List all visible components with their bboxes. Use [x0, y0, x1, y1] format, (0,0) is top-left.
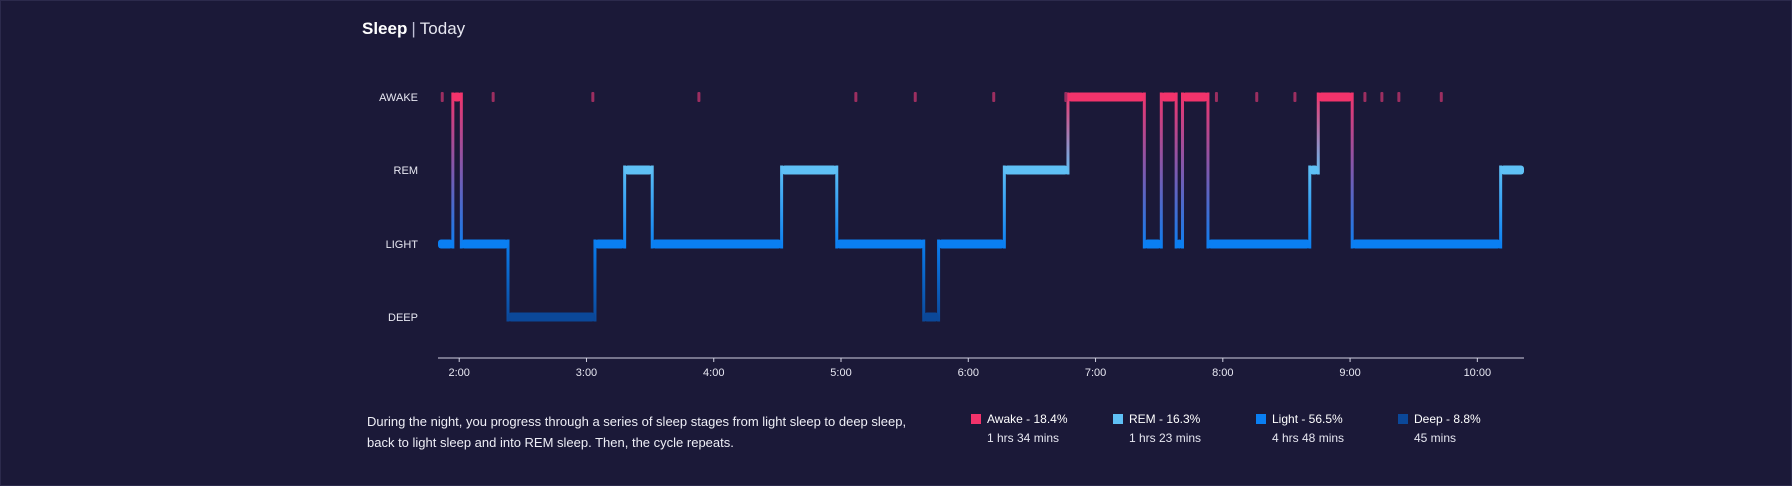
stage-transition — [1142, 92, 1146, 249]
brief-awakening-tick — [1214, 92, 1218, 102]
x-axis: 2:00 3:00 4:00 5:00 6:00 7:00 8:00 9:00 10:00 — [438, 357, 1524, 379]
segment-light — [1352, 239, 1501, 249]
segment-light — [1144, 239, 1162, 249]
stage-transition — [650, 165, 654, 249]
segment-deep — [507, 312, 595, 322]
stage-transition — [1350, 92, 1354, 249]
legend-swatch-light — [1256, 414, 1266, 424]
stage-transition — [1499, 165, 1503, 249]
legend-rem: REM - 16.3% 1 hrs 23 mins — [1113, 412, 1201, 445]
title-main: Sleep — [362, 19, 408, 38]
stage-transition — [506, 239, 510, 322]
brief-awakening-tick — [1380, 92, 1384, 102]
x-tick-label: 4:00 — [703, 367, 724, 379]
segment-light — [438, 239, 453, 249]
stage-transition — [459, 92, 463, 249]
brief-awakening-tick — [591, 92, 595, 102]
sleep-description: During the night, you progress through a… — [367, 414, 907, 450]
segment-awake — [1067, 92, 1145, 102]
x-tick-label: 5:00 — [830, 367, 851, 379]
sleep-stage-chart: AWAKE REM LIGHT DEEP 2:00 3:00 4:00 5:00 6:00 7:… — [379, 92, 1524, 379]
x-tick-label: 10:00 — [1464, 367, 1492, 379]
segment-rem — [624, 165, 653, 175]
stage-label-awake: AWAKE — [379, 92, 418, 104]
legend-duration-light: 4 hrs 48 mins — [1272, 431, 1345, 445]
segment-awake — [452, 92, 462, 102]
legend-swatch-rem — [1113, 414, 1123, 424]
segment-rem — [1500, 165, 1524, 175]
stage-transition — [593, 239, 597, 322]
page-title: Sleep | Today — [362, 19, 465, 39]
segment-awake — [1161, 92, 1177, 102]
segment-awake — [1182, 92, 1208, 102]
brief-awakening-tick — [440, 92, 444, 102]
title-subtitle: Today — [419, 19, 466, 38]
segment-light — [1207, 239, 1310, 249]
stage-transition — [780, 165, 784, 249]
brief-awakening-tick — [1293, 92, 1297, 102]
legend-duration-rem: 1 hrs 23 mins — [1129, 431, 1202, 445]
segment-light — [836, 239, 924, 249]
segment-rem — [1309, 165, 1319, 175]
stage-transition — [922, 239, 926, 322]
stage-transition — [1308, 165, 1312, 249]
brief-awakening-tick — [1064, 92, 1068, 102]
brief-awakening-tick — [697, 92, 701, 102]
stage-transition — [1174, 92, 1178, 249]
brief-awakening-tick — [854, 92, 858, 102]
segment-deep — [923, 312, 939, 322]
stage-transition — [1066, 92, 1070, 175]
brief-awakening-tick — [491, 92, 495, 102]
stage-label-rem: REM — [394, 165, 418, 177]
segment-light — [461, 239, 508, 249]
brief-awakening-tick — [1363, 92, 1367, 102]
segment-light — [594, 239, 625, 249]
awakening-ticks — [440, 92, 1443, 102]
stage-segments — [438, 92, 1524, 322]
legend-swatch-deep — [1398, 414, 1408, 424]
stage-transition — [1316, 92, 1320, 175]
stage-label-light: LIGHT — [386, 239, 419, 251]
stage-transition — [1002, 165, 1006, 249]
stage-label-deep: DEEP — [388, 312, 418, 324]
segment-light — [652, 239, 782, 249]
x-tick-label: 8:00 — [1212, 367, 1233, 379]
stage-transition — [1206, 92, 1210, 249]
stage-transition — [451, 92, 455, 249]
legend-duration-awake: 1 hrs 34 mins — [987, 431, 1060, 445]
segment-light — [1176, 239, 1183, 249]
x-tick-label: 9:00 — [1339, 367, 1360, 379]
legend-label-rem: REM - 16.3% — [1129, 412, 1201, 426]
stage-transition — [1181, 92, 1185, 249]
brief-awakening-tick — [913, 92, 917, 102]
stage-labels: AWAKE REM LIGHT DEEP — [379, 92, 418, 324]
segment-awake — [1318, 92, 1353, 102]
legend-swatch-awake — [971, 414, 981, 424]
brief-awakening-tick — [1397, 92, 1401, 102]
stage-transition — [835, 165, 839, 249]
segment-light — [938, 239, 1005, 249]
x-tick-label: 7:00 — [1085, 367, 1106, 379]
brief-awakening-tick — [992, 92, 996, 102]
legend-label-light: Light - 56.5% — [1272, 412, 1343, 426]
legend-duration-deep: 45 mins — [1414, 431, 1457, 445]
legend-label-deep: Deep - 8.8% — [1414, 412, 1481, 426]
segment-rem — [781, 165, 837, 175]
stage-transition — [623, 165, 627, 249]
stage-transitions — [451, 92, 1503, 322]
x-tick-label: 2:00 — [449, 367, 470, 379]
legend-deep: Deep - 8.8% 45 mins — [1398, 412, 1481, 445]
segment-rem — [1004, 165, 1068, 175]
title-separator: | — [411, 19, 416, 38]
x-tick-label: 3:00 — [576, 367, 597, 379]
brief-awakening-tick — [1255, 92, 1259, 102]
x-tick-label: 6:00 — [958, 367, 979, 379]
legend-label-awake: Awake - 18.4% — [987, 412, 1068, 426]
stage-transition — [937, 239, 941, 322]
stage-transition — [1159, 92, 1163, 249]
legend-light: Light - 56.5% 4 hrs 48 mins — [1256, 412, 1344, 445]
legend-awake: Awake - 18.4% 1 hrs 34 mins — [971, 412, 1068, 445]
brief-awakening-tick — [1439, 92, 1443, 102]
